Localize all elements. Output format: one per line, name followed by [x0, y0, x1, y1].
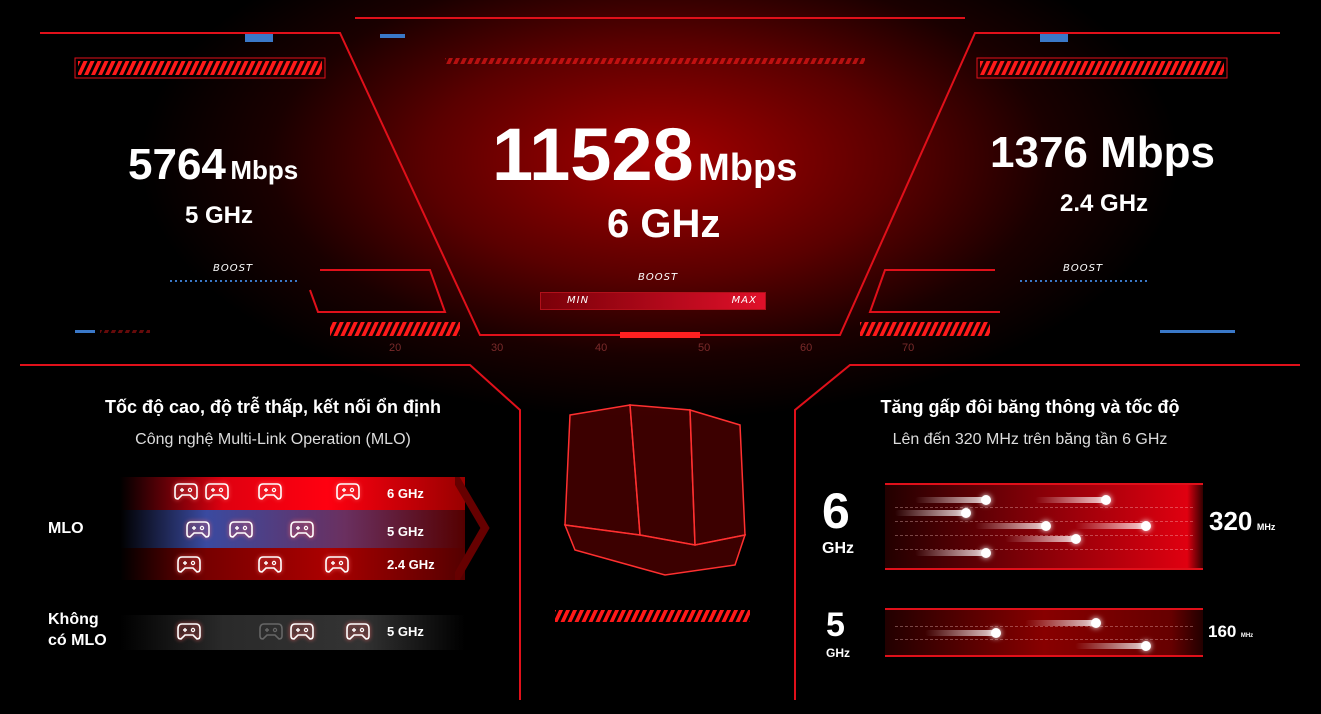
speed-value: 1376 [990, 128, 1088, 177]
boost-min-label: MIN [567, 295, 590, 306]
speed-unit: Mbps [1100, 128, 1216, 177]
gamepad-icon [346, 622, 370, 640]
band-5-number: 5 [826, 606, 845, 644]
band-label: 6 GHz [387, 486, 424, 501]
gamepad-icon [177, 622, 201, 640]
lane-5ghz [885, 608, 1203, 657]
boost-label: BOOST [638, 272, 679, 283]
width-value: 160 [1208, 622, 1237, 641]
width-unit: MHz [1240, 633, 1254, 639]
width-value: 320 [1209, 506, 1253, 536]
width-320: 320 MHz [1209, 506, 1275, 537]
boost-meter [170, 280, 300, 282]
boost-meter [1020, 280, 1150, 282]
band-label-6ghz: 6 GHz [607, 202, 721, 246]
gamepad-icon [258, 555, 282, 573]
gamepad-icon [259, 622, 283, 640]
gamepad-icon [186, 520, 210, 538]
band-6ghz-lane [120, 477, 465, 510]
band-5ghz-lane [120, 510, 465, 548]
mlo-label: MLO [48, 520, 84, 537]
gamepad-icon [205, 482, 229, 500]
speed-24ghz: 1376 Mbps [990, 128, 1215, 178]
boost-label: BOOST [1063, 263, 1104, 274]
mlo-subtitle: Công nghệ Multi-Link Operation (MLO) [135, 431, 411, 448]
scale-tick: 50 [698, 342, 711, 354]
boost-bar: MIN MAX [540, 292, 766, 310]
no-mlo-label: có MLO [48, 632, 107, 649]
gamepad-icon [325, 555, 349, 573]
gamepad-icon [290, 622, 314, 640]
gamepad-icon [258, 482, 282, 500]
mlo-title: Tốc độ cao, độ trễ thấp, kết nối ổn định [105, 397, 441, 417]
band-label: 5 GHz [387, 524, 424, 539]
gamepad-icon [229, 520, 253, 538]
speed-5ghz: 5764 Mbps [128, 140, 298, 190]
gamepad-icon [290, 520, 314, 538]
band-label-5ghz: 5 GHz [185, 202, 254, 229]
lane-6ghz [885, 483, 1203, 570]
band-6-number: 6 [822, 483, 850, 539]
speed-unit: Mbps [698, 147, 798, 189]
speed-6ghz: 11528 Mbps [492, 112, 797, 197]
scale-tick: 20 [389, 342, 402, 354]
bandwidth-title: Tăng gấp đôi băng thông và tốc độ [880, 397, 1180, 417]
boost-label: BOOST [213, 263, 254, 274]
boost-max-label: MAX [731, 295, 757, 306]
width-160: 160 MHz [1208, 622, 1253, 642]
scale-tick: 60 [800, 342, 813, 354]
speed-value: 5764 [128, 140, 226, 189]
scale-tick: 30 [491, 342, 504, 354]
band-label: 2.4 GHz [387, 557, 435, 572]
gamepad-icon [174, 482, 198, 500]
no-mlo-label: Không [48, 611, 99, 628]
speed-unit: Mbps [230, 155, 299, 185]
speed-value: 11528 [492, 113, 694, 196]
scale-tick: 70 [902, 342, 915, 354]
chevron-arrows [455, 477, 490, 580]
band-6-unit: GHz [822, 540, 854, 557]
width-unit: MHz [1256, 522, 1276, 532]
gamepad-icon [177, 555, 201, 573]
band-label-24ghz: 2.4 GHz [1060, 190, 1149, 217]
router-illustration [555, 404, 750, 622]
gamepad-icon [336, 482, 360, 500]
band-5-unit: GHz [826, 646, 850, 660]
band-label: 5 GHz [387, 624, 424, 639]
scale-tick: 40 [595, 342, 608, 354]
bandwidth-subtitle: Lên đến 320 MHz trên băng tần 6 GHz [892, 431, 1168, 448]
